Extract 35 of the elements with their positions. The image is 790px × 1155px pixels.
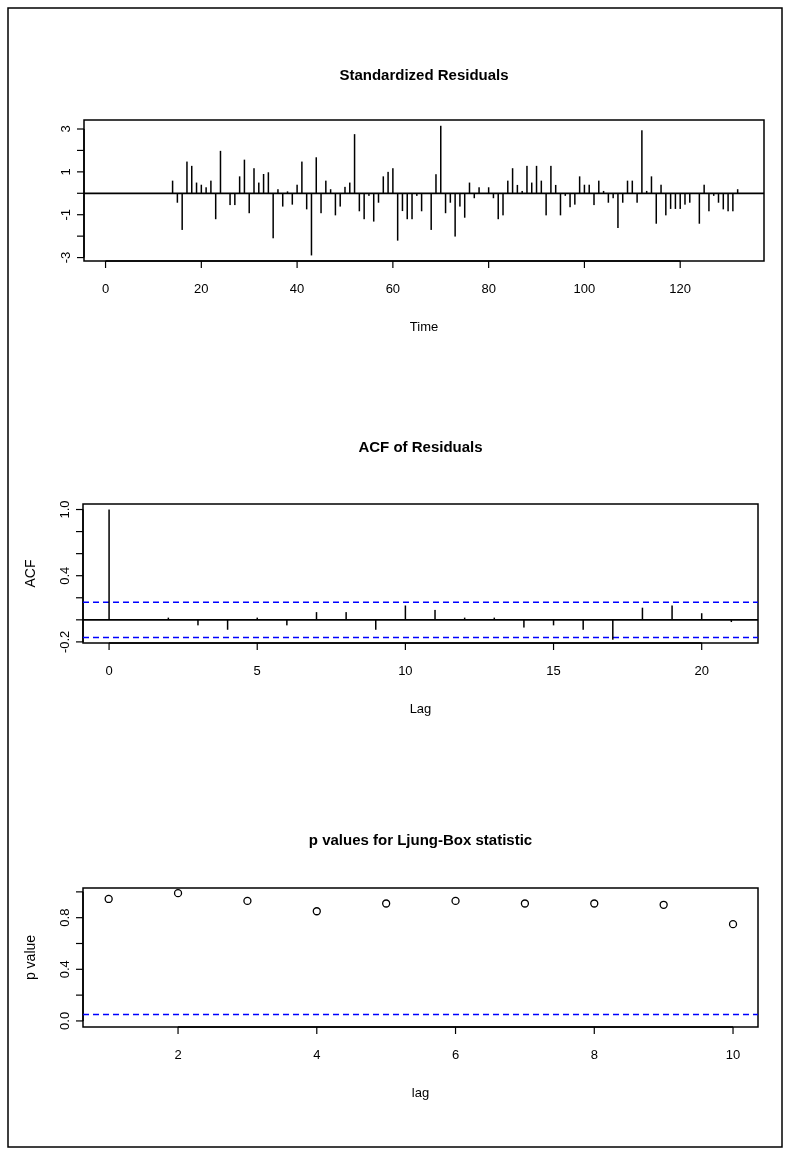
x-axis-title: lag	[411, 1085, 430, 1100]
y-tick-label: -0.2	[57, 630, 72, 654]
x-tick-label: 20	[694, 663, 709, 678]
x-tick-label: 10	[398, 663, 413, 678]
y-axis-title: p value	[22, 934, 38, 981]
chart-title: p values for Ljung-Box statistic	[308, 831, 533, 848]
y-tick-label: 0.0	[57, 1011, 72, 1030]
x-tick-label: 120	[669, 281, 692, 296]
x-tick-label: 20	[194, 281, 209, 296]
x-tick-label: 60	[385, 281, 401, 296]
x-tick-label: 15	[546, 663, 561, 678]
y-tick-label: 3	[58, 125, 73, 133]
x-tick-label: 80	[481, 281, 496, 296]
y-tick-label: 0.4	[57, 566, 72, 585]
x-axis-title: Time	[409, 319, 439, 334]
y-tick-label: -1	[58, 208, 73, 221]
y-tick-label: 1.0	[57, 500, 72, 519]
y-tick-label: 0.8	[57, 908, 72, 927]
x-tick-label: 100	[573, 281, 596, 296]
x-tick-label: 6	[451, 1047, 460, 1062]
chart-title: Standardized Residuals	[339, 66, 509, 83]
x-tick-label: 10	[725, 1047, 741, 1062]
y-tick-label: 1	[58, 168, 73, 176]
x-tick-label: 5	[253, 663, 261, 678]
x-tick-label: 8	[590, 1047, 598, 1062]
chart-title: ACF of Residuals	[358, 438, 483, 455]
x-tick-label: 0	[105, 663, 113, 678]
x-tick-label: 4	[313, 1047, 321, 1062]
y-axis-title: ACF	[22, 559, 38, 588]
x-tick-label: 40	[289, 281, 305, 296]
x-tick-label: 2	[174, 1047, 182, 1062]
y-tick-label: -3	[58, 251, 73, 264]
x-tick-label: 0	[101, 281, 110, 296]
x-axis-title: Lag	[409, 701, 432, 716]
y-tick-label: 0.4	[57, 960, 72, 979]
